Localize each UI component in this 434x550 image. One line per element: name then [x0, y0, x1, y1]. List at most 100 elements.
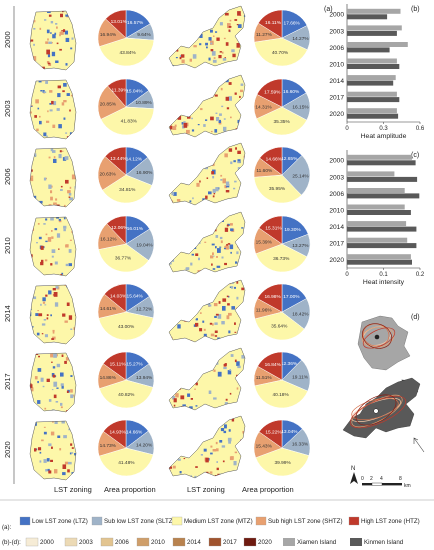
- pie-label: 34.81%: [119, 187, 136, 193]
- kinmen-lst-map: [168, 5, 246, 69]
- scale-unit: km: [404, 483, 411, 489]
- bar-tick-label: 0.1: [379, 272, 388, 278]
- pie-slice-MTZ: [254, 37, 308, 67]
- legend-year-label: 2020: [258, 539, 272, 546]
- bar-xiamen-island: [347, 154, 412, 160]
- legend-swatch-zone: [171, 516, 183, 526]
- bar-kinmen-island: [347, 97, 400, 103]
- panel-d-letter: (d): [411, 314, 420, 321]
- pie-label: 40.70%: [272, 50, 289, 56]
- pie-label: 11.27%: [256, 32, 273, 38]
- row-year-label: 2020: [3, 441, 12, 458]
- pie-slice-HTZ: [256, 78, 283, 108]
- xiamen-centroid: [374, 334, 380, 340]
- pie-slice-MTZ: [99, 37, 155, 67]
- pie-slice-MTZ: [255, 243, 308, 273]
- bar-category-label: 2000: [329, 158, 344, 165]
- pie-label: 14.66%: [126, 429, 143, 435]
- bar-xiamen-island: [347, 108, 397, 114]
- pie-label: 17.59%: [264, 89, 281, 95]
- pie-xiamen-island-2020: 14.66% 14.20% 41.48% 14.73% 14.93%: [97, 419, 155, 477]
- pie-slice-HTZ: [105, 9, 127, 39]
- xiamen-lst-map: [29, 352, 77, 413]
- pie-slice-MTZ: [256, 106, 308, 136]
- legend-island-label: Xiamen Island: [297, 539, 337, 546]
- pie-label: 14.73%: [100, 443, 117, 449]
- bar-kinmen-island: [347, 64, 400, 69]
- bar-xiamen-island: [347, 42, 408, 47]
- bar-kinmen-island: [347, 210, 411, 215]
- north-label: N: [351, 466, 355, 472]
- scale-bar: 0 2 4 8 km: [361, 476, 411, 489]
- pie-xiamen-island-2010: 16.01% 19.04% 36.77% 16.12% 12.06%: [97, 215, 155, 273]
- pie-label: 16.90%: [136, 170, 153, 176]
- pie-label: 17.66%: [284, 20, 301, 26]
- pie-slice-HTZ: [259, 146, 283, 176]
- legend-swatch-year: [64, 537, 78, 547]
- pie-label: 20.85%: [100, 101, 117, 107]
- row-year-label: 2014: [3, 305, 12, 322]
- north-arrow: N: [350, 466, 358, 484]
- pie-slice-HTZ: [258, 215, 283, 245]
- north-arrow-icon: [350, 472, 358, 484]
- col-header-lst-zoning-right: LST zoning: [187, 485, 225, 494]
- pie-kinmen-island-2000: 17.66% 14.27% 40.70% 11.27% 16.11%: [253, 9, 311, 67]
- bar-xiamen-island: [347, 8, 401, 14]
- pie-label: 13.44%: [110, 156, 127, 162]
- pie-xiamen-island-2003: 15.04% 10.89% 41.83% 20.85% 11.39%: [97, 78, 155, 136]
- year-row-labels: 2000 2003 2006 2010 2014 2017 2020: [3, 31, 12, 458]
- pie-label: 36.77%: [115, 256, 132, 262]
- pie-label: 41.83%: [121, 119, 138, 125]
- pie-slice-SLTZ: [281, 155, 311, 196]
- bar-kinmen-island: [347, 193, 420, 199]
- pie-label: 14.27%: [292, 36, 309, 42]
- legend-swatch-island: [350, 538, 362, 546]
- pie-label: 11.39%: [112, 88, 129, 94]
- legend-swatch-zone: [348, 516, 360, 526]
- legend-year-label: 2000: [40, 539, 54, 546]
- pie-slice-HTZ: [103, 419, 127, 449]
- kinmen-lst-map: [168, 279, 246, 343]
- panel-a-letter: (a): [324, 6, 333, 13]
- pie-label: 12.36%: [281, 361, 298, 367]
- scale-tick-0: 0: [361, 476, 364, 482]
- pie-label: 16.98%: [264, 294, 281, 300]
- pie-slice-MTZ: [254, 311, 305, 341]
- kinmen-lst-map: [168, 142, 246, 206]
- kinmen-island-shape: [342, 377, 421, 439]
- pie-label: 11.60%: [256, 168, 273, 174]
- pie-label: 43.84%: [119, 50, 136, 56]
- pie-slice-MTZ: [98, 243, 149, 273]
- bar-category-label: 2003: [329, 28, 344, 35]
- pie-label: 15.31%: [265, 226, 282, 232]
- pie-label: 16.12%: [100, 236, 117, 242]
- pie-xiamen-island-2017: 15.27% 13.94% 40.82% 14.86% 15.11%: [97, 351, 155, 409]
- pie-label: 35.35%: [273, 119, 290, 125]
- legend: (a): (b)-(d): Low LST zone (LTZ) Sub low …: [2, 516, 420, 547]
- kinmen-centroid: [373, 408, 379, 414]
- row-year-label: 2010: [3, 237, 12, 254]
- pie-label: 13.94%: [136, 375, 153, 381]
- legend-swatch-island: [283, 538, 295, 546]
- bar-kinmen-island: [347, 14, 388, 20]
- pie-label: 16.15%: [292, 105, 309, 111]
- pie-xiamen-island-2006: 14.12% 16.90% 34.81% 20.63% 13.44%: [97, 146, 155, 204]
- pie-label: 15.27%: [126, 362, 143, 368]
- bar-kinmen-island: [347, 160, 416, 166]
- row-year-label: 2017: [3, 373, 12, 390]
- pie-label: 16.33%: [292, 442, 309, 448]
- pie-slice-HTZ: [258, 419, 283, 449]
- bar-kinmen-island: [347, 47, 390, 53]
- xiamen-lst-map: [29, 420, 77, 481]
- pie-kinmen-island-2020: 13.04% 16.33% 39.99% 15.43% 15.22%: [253, 419, 311, 477]
- bar-x-axis-label: Heat intensity: [363, 279, 405, 286]
- pie-label: 16.94%: [100, 32, 117, 38]
- bar-tick-label: 0.6: [416, 126, 425, 132]
- legend-swatch-year: [136, 537, 150, 547]
- pie-label: 14.31%: [255, 105, 272, 111]
- pie-label: 19.11%: [292, 374, 309, 380]
- pie-label: 16.60%: [283, 89, 300, 95]
- heat-intensity-bar-chart: (c) 2000 2003 2006 2010 2014 2017 2020 0 0.1 0.2 H…: [329, 150, 425, 286]
- legend-bd-prefix: (b)-(d):: [2, 539, 21, 546]
